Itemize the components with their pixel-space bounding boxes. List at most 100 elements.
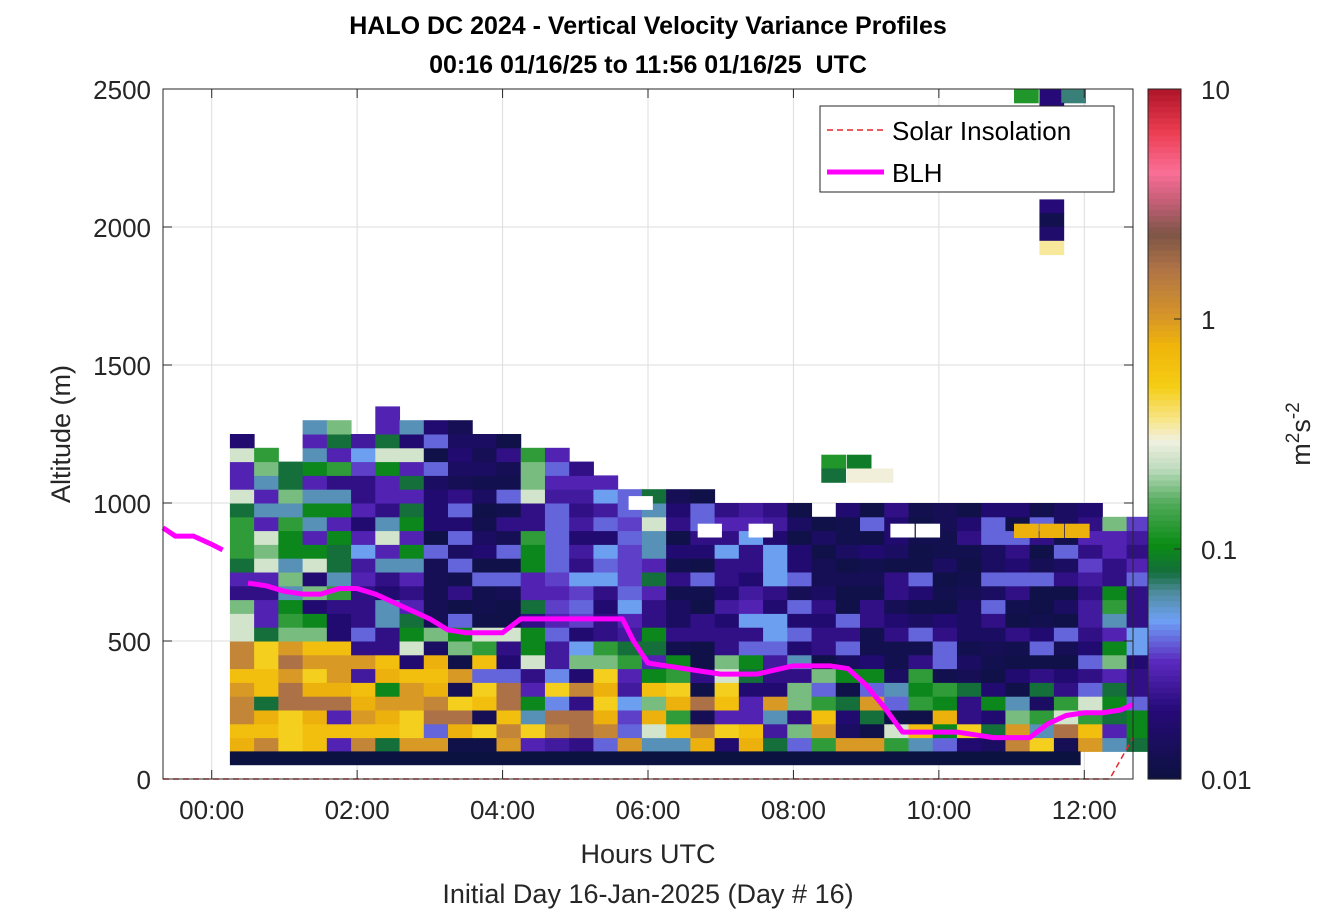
colorbar-segment	[1148, 324, 1181, 332]
heatmap-cell	[956, 682, 982, 697]
heatmap-cell	[326, 503, 352, 518]
heatmap-cell	[254, 503, 279, 518]
heatmap-cell	[835, 585, 861, 601]
heatmap-cell	[981, 599, 1006, 614]
heatmap-cell	[1039, 213, 1065, 228]
heatmap-cell	[399, 585, 425, 601]
heatmap-cell	[254, 558, 279, 573]
heatmap-cell	[1005, 682, 1031, 697]
heatmap-cell	[375, 682, 401, 697]
heatmap-cell	[520, 682, 546, 697]
colorbar-segment	[1148, 531, 1181, 539]
heatmap-cell	[1102, 654, 1128, 670]
colorbar-segment	[1148, 261, 1181, 268]
colorbar-segment	[1148, 393, 1181, 401]
heatmap-cell	[302, 572, 328, 587]
heatmap-cell	[229, 654, 255, 670]
heatmap-cell	[811, 682, 837, 697]
colorbar-segment	[1148, 554, 1181, 562]
heatmap-cell	[1013, 523, 1039, 538]
colorbar-segment	[1148, 577, 1181, 585]
heatmap-cell	[666, 503, 691, 518]
heatmap-cell	[520, 516, 546, 532]
heatmap-cell	[302, 710, 328, 725]
heatmap-cell	[1102, 599, 1128, 614]
heatmap-cell	[520, 475, 546, 490]
heatmap-cell	[714, 503, 740, 518]
heatmap-cell	[569, 489, 594, 504]
heatmap-cell	[569, 461, 594, 476]
heatmap-cell	[375, 654, 401, 670]
heatmap-cell	[423, 558, 449, 573]
heatmap-cell	[738, 710, 764, 725]
heatmap-cell	[1029, 710, 1055, 725]
heatmap-cell	[1039, 523, 1065, 538]
colorbar-segment	[1148, 428, 1181, 435]
heatmap-cell	[302, 682, 328, 697]
heatmap-cell	[738, 641, 764, 656]
heatmap-cell	[326, 516, 352, 532]
heatmap-cell	[254, 641, 279, 656]
colorbar-segment	[1148, 221, 1181, 228]
heatmap-cell	[496, 641, 522, 656]
heatmap-cell	[1102, 585, 1128, 601]
heatmap-cell	[1053, 668, 1079, 683]
y-tick-label: 2500	[93, 75, 151, 105]
heatmap-cell	[884, 696, 909, 711]
heatmap-cell	[278, 613, 304, 628]
heatmap-cell	[666, 641, 691, 656]
heatmap-cell	[254, 737, 279, 752]
heatmap-cell	[399, 447, 425, 463]
heatmap-cells	[229, 89, 1152, 766]
heatmap-cell	[1013, 89, 1039, 104]
heatmap-cell	[1078, 696, 1103, 711]
heatmap-cell	[399, 516, 425, 532]
heatmap-cell	[763, 544, 788, 559]
heatmap-cell	[908, 613, 934, 628]
heatmap-cell	[908, 737, 934, 752]
heatmap-cell	[351, 599, 376, 614]
chart-title: HALO DC 2024 - Vertical Velocity Varianc…	[349, 12, 947, 40]
heatmap-cell	[1029, 613, 1055, 628]
heatmap-cell	[763, 723, 788, 739]
heatmap-cell	[229, 710, 255, 725]
heatmap-cell	[1029, 544, 1055, 559]
heatmap-cell	[520, 627, 546, 642]
heatmap-cell	[714, 544, 740, 559]
heatmap-cell	[375, 406, 401, 421]
heatmap-cell	[1029, 572, 1055, 587]
heatmap-cell	[860, 572, 885, 587]
colorbar-segment	[1148, 543, 1181, 550]
heatmap-cell	[641, 627, 667, 642]
x-tick-label: 04:00	[470, 795, 535, 825]
heatmap-cell	[351, 516, 376, 532]
colorbar-segment	[1148, 359, 1181, 366]
heatmap-cell	[278, 654, 304, 670]
heatmap-cell	[617, 599, 643, 614]
heatmap-cell	[617, 710, 643, 725]
heatmap-cell	[593, 627, 619, 642]
heatmap-cell	[787, 723, 813, 739]
colorbar-segment	[1148, 198, 1181, 205]
heatmap-cell	[544, 696, 570, 711]
heatmap-cell	[569, 585, 594, 601]
heatmap-cell	[763, 682, 788, 697]
colorbar-segment	[1148, 296, 1181, 303]
colorbar-segment	[1148, 227, 1181, 234]
heatmap-cell	[496, 723, 522, 739]
heatmap-cell	[835, 572, 861, 587]
blh-line	[247, 580, 1135, 741]
heatmap-cell	[399, 641, 425, 656]
heatmap-cell	[399, 737, 425, 752]
colorbar-segment	[1148, 250, 1181, 257]
heatmap-cell	[302, 503, 328, 518]
heatmap-cell	[351, 613, 376, 628]
heatmap-cell	[1053, 572, 1079, 587]
heatmap-cell	[1053, 641, 1079, 656]
heatmap-cell	[1102, 613, 1128, 628]
heatmap-cell	[423, 696, 449, 711]
heatmap-cell	[1005, 654, 1031, 670]
colorbar-segment	[1148, 606, 1181, 613]
heatmap-cell	[544, 461, 570, 476]
heatmap-cell	[1029, 654, 1055, 670]
